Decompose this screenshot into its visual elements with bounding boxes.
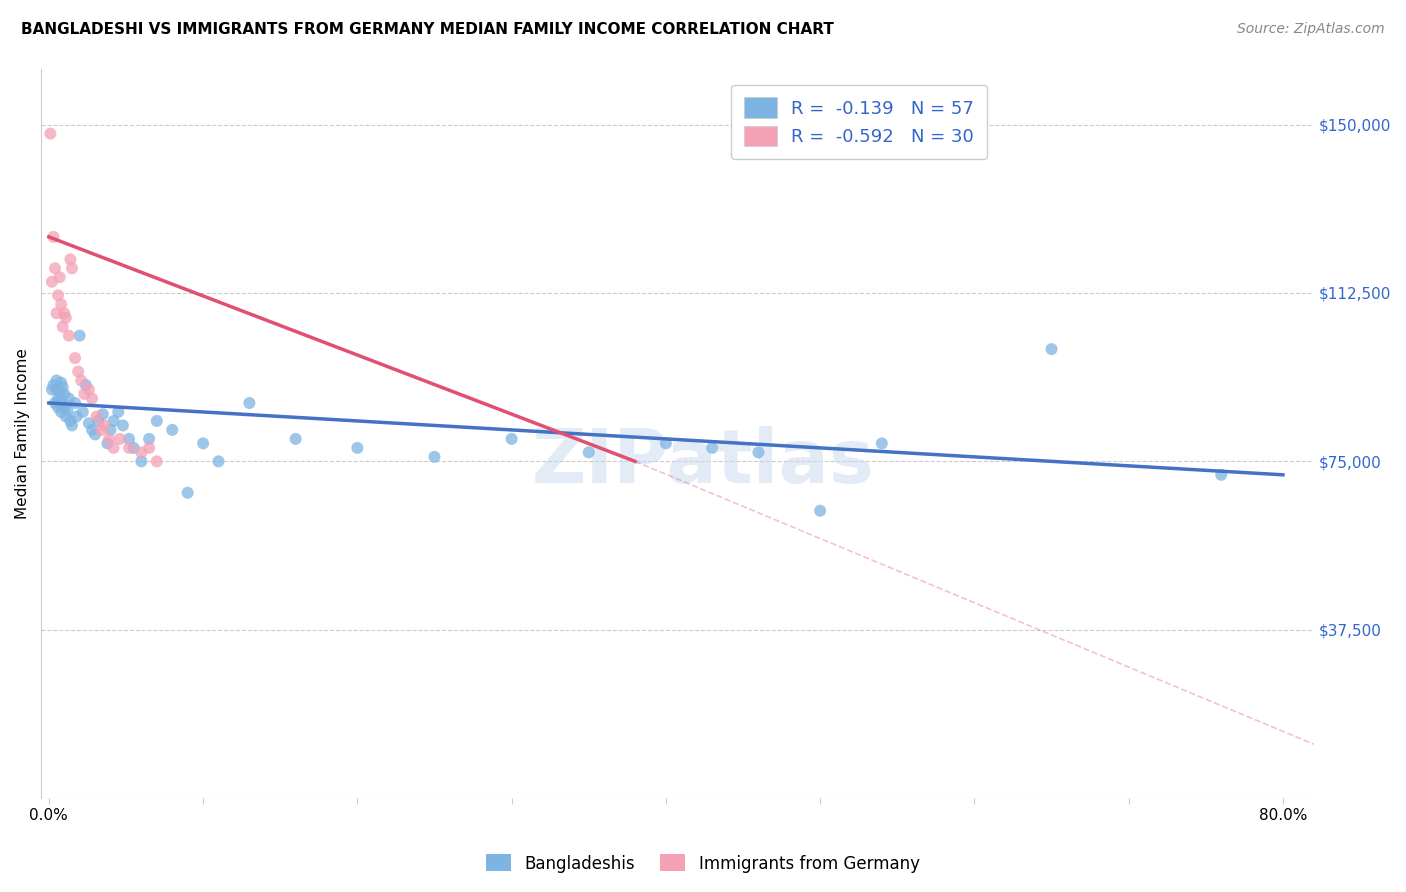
Point bbox=[46, 401, 69, 415]
Point bbox=[77, 416, 100, 430]
Point bbox=[46, 392, 69, 406]
Point bbox=[191, 436, 214, 450]
Point bbox=[93, 418, 115, 433]
Point bbox=[702, 441, 724, 455]
Point bbox=[53, 387, 76, 401]
Point bbox=[45, 374, 67, 388]
Point bbox=[108, 432, 131, 446]
Point bbox=[747, 445, 769, 459]
Point bbox=[42, 378, 65, 392]
Point bbox=[46, 288, 69, 302]
Point bbox=[131, 445, 153, 459]
Point bbox=[870, 436, 893, 450]
Point bbox=[118, 432, 141, 446]
Point bbox=[65, 409, 87, 424]
Point bbox=[58, 392, 80, 406]
Point bbox=[90, 423, 112, 437]
Point bbox=[44, 261, 66, 276]
Point bbox=[111, 418, 134, 433]
Point bbox=[73, 387, 96, 401]
Point bbox=[1040, 342, 1063, 356]
Legend: Bangladeshis, Immigrants from Germany: Bangladeshis, Immigrants from Germany bbox=[479, 847, 927, 880]
Point bbox=[48, 393, 70, 408]
Point bbox=[67, 365, 90, 379]
Point bbox=[96, 436, 118, 450]
Point bbox=[75, 378, 97, 392]
Point bbox=[138, 441, 160, 455]
Point bbox=[84, 427, 107, 442]
Point bbox=[176, 485, 198, 500]
Point bbox=[118, 441, 141, 455]
Point bbox=[146, 414, 169, 428]
Point bbox=[103, 441, 125, 455]
Point bbox=[578, 445, 600, 459]
Point bbox=[41, 275, 63, 289]
Point bbox=[59, 252, 82, 267]
Point bbox=[87, 414, 110, 428]
Point bbox=[45, 306, 67, 320]
Point bbox=[100, 423, 122, 437]
Point bbox=[39, 127, 62, 141]
Point bbox=[51, 297, 73, 311]
Legend: R =  -0.139   N = 57, R =  -0.592   N = 30: R = -0.139 N = 57, R = -0.592 N = 30 bbox=[731, 85, 987, 159]
Point bbox=[55, 310, 77, 325]
Point bbox=[1211, 467, 1233, 482]
Point bbox=[41, 383, 63, 397]
Point bbox=[53, 306, 76, 320]
Point bbox=[52, 380, 75, 394]
Point bbox=[72, 405, 94, 419]
Point bbox=[122, 441, 145, 455]
Point bbox=[63, 351, 86, 365]
Point bbox=[423, 450, 446, 464]
Point bbox=[86, 409, 108, 424]
Point bbox=[238, 396, 260, 410]
Point bbox=[91, 407, 114, 421]
Point bbox=[51, 376, 73, 390]
Point bbox=[42, 230, 65, 244]
Point bbox=[56, 402, 79, 417]
Point bbox=[60, 418, 83, 433]
Point bbox=[51, 405, 73, 419]
Point bbox=[138, 432, 160, 446]
Point bbox=[52, 396, 75, 410]
Point bbox=[52, 319, 75, 334]
Point bbox=[55, 409, 77, 424]
Point bbox=[69, 328, 91, 343]
Point bbox=[45, 383, 67, 397]
Point bbox=[44, 396, 66, 410]
Point bbox=[655, 436, 678, 450]
Point bbox=[70, 374, 93, 388]
Point bbox=[77, 383, 100, 397]
Point bbox=[59, 414, 82, 428]
Point bbox=[53, 401, 76, 415]
Point bbox=[207, 454, 229, 468]
Point bbox=[98, 432, 121, 446]
Point bbox=[131, 454, 153, 468]
Text: ZIPatlas: ZIPatlas bbox=[531, 426, 875, 499]
Point bbox=[60, 261, 83, 276]
Text: Source: ZipAtlas.com: Source: ZipAtlas.com bbox=[1237, 22, 1385, 37]
Point bbox=[346, 441, 368, 455]
Point bbox=[146, 454, 169, 468]
Point bbox=[284, 432, 307, 446]
Point bbox=[501, 432, 523, 446]
Point bbox=[80, 423, 103, 437]
Point bbox=[48, 384, 70, 399]
Point bbox=[103, 414, 125, 428]
Point bbox=[80, 392, 103, 406]
Y-axis label: Median Family Income: Median Family Income bbox=[15, 348, 30, 519]
Point bbox=[63, 396, 86, 410]
Point bbox=[107, 405, 129, 419]
Point bbox=[48, 270, 70, 285]
Point bbox=[160, 423, 183, 437]
Text: BANGLADESHI VS IMMIGRANTS FROM GERMANY MEDIAN FAMILY INCOME CORRELATION CHART: BANGLADESHI VS IMMIGRANTS FROM GERMANY M… bbox=[21, 22, 834, 37]
Point bbox=[808, 504, 831, 518]
Point bbox=[58, 328, 80, 343]
